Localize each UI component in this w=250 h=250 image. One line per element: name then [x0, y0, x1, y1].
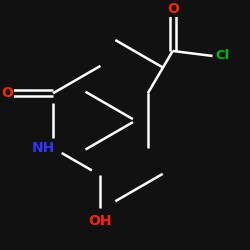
- Text: O: O: [167, 2, 179, 16]
- Text: NH: NH: [32, 141, 55, 155]
- Text: O: O: [1, 86, 13, 100]
- Text: Cl: Cl: [215, 50, 230, 62]
- Text: OH: OH: [89, 214, 112, 228]
